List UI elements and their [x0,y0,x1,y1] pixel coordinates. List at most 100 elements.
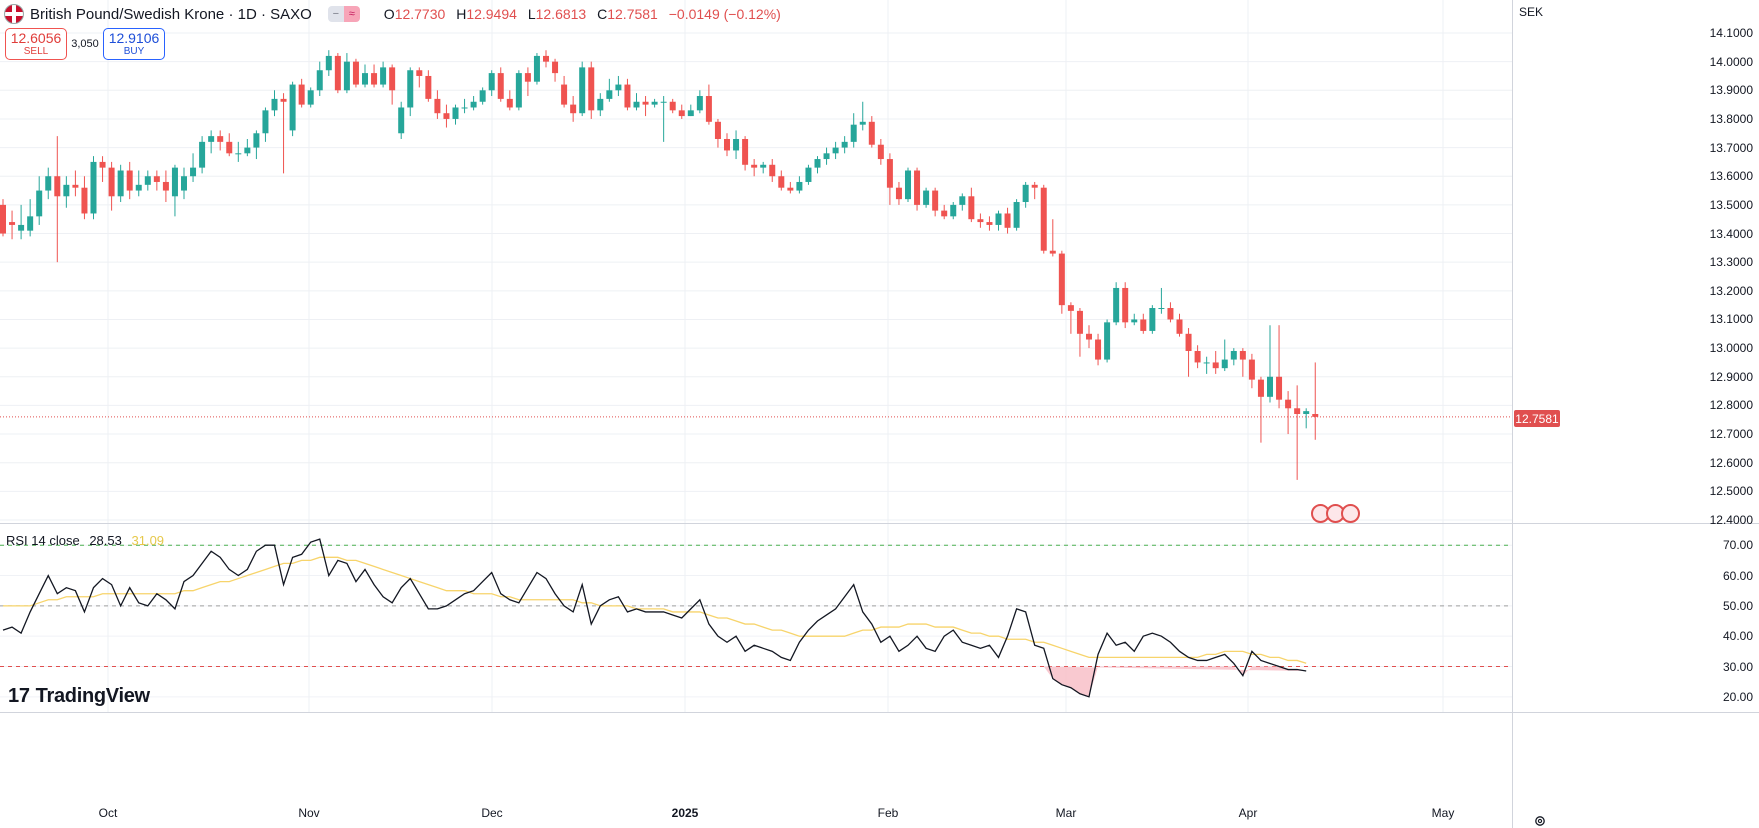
candle-body [642,101,649,105]
candle-body [515,73,522,108]
candle-body [54,176,61,197]
flag-icon [4,4,24,24]
candle-body [814,159,821,168]
candle-body [1022,184,1029,203]
candle-body [1194,350,1201,363]
candle-body [479,90,486,102]
buy-price: 12.9106 [108,30,160,46]
candle-body [714,121,721,139]
price-tick-label: 13.8000 [1709,111,1753,126]
candle-body [461,107,468,109]
candle-body [99,161,106,168]
candle-body [1104,322,1111,360]
candle-body [280,98,287,102]
candle-body [334,55,341,91]
candle-body [968,196,975,220]
price-tick-label: 13.3000 [1709,255,1753,270]
candle-body [1113,287,1120,323]
candle-body [986,222,993,225]
candle-body [506,98,513,108]
candle-body [624,84,631,108]
candle-body [470,101,477,108]
tradingview-logo[interactable]: 17 TradingView [8,685,150,708]
price-tick-label: 12.6000 [1709,455,1753,470]
candle-body [1086,333,1092,340]
buy-label: BUY [123,46,145,57]
candle-body [1076,310,1083,334]
sell-button[interactable]: 12.6056 SELL [5,28,67,60]
candle-body [117,170,124,197]
time-tick-label: Feb [877,806,899,820]
rsi-label: RSI 14 close [6,533,80,548]
logo-text: TradingView [35,685,150,707]
candle-body [1185,333,1192,351]
candle-body [570,104,577,114]
price-tick-label: 14.0000 [1709,54,1753,69]
candle-body [778,176,785,188]
candle-body [633,101,640,108]
candle-body [362,73,368,85]
candle-body [452,107,459,119]
candle-body [1230,350,1237,360]
candle-body [325,55,332,71]
candle-body [923,190,930,205]
candle-body [289,84,296,131]
candle-body [886,159,893,188]
candle-body [81,187,88,214]
candle-body [407,70,414,108]
close-value: 12.7581 [607,6,658,22]
candle-body [1131,319,1138,323]
wave-icon[interactable]: ≈ [343,6,360,22]
buy-button[interactable]: 12.9106 BUY [103,28,165,60]
indicator-toggle[interactable]: − ≈ [327,6,360,22]
candle-body [841,141,848,148]
candle-body [343,61,350,91]
open-value: 12.7730 [394,6,446,22]
candle-body [751,164,758,168]
event-markers[interactable] [1311,504,1360,523]
rsi-legend[interactable]: RSI 14 close 28.53 31.09 [6,533,164,548]
candle-body [199,141,206,168]
candle-body [144,176,151,185]
candle-body [262,110,269,134]
candle-body [705,96,712,122]
candle-body [606,90,613,99]
gear-icon[interactable] [1534,815,1546,827]
rsi-tick-label: 40.00 [1722,629,1753,644]
price-tick-label: 13.6000 [1709,169,1753,184]
candle-body [443,113,450,119]
candle-body [36,190,43,217]
candle-body [1095,339,1102,360]
candle-body [1167,308,1174,320]
time-tick-label: Apr [1238,806,1258,820]
trade-panel: 12.6056 SELL 3,050 12.9106 BUY [5,28,165,60]
candle-body [932,190,939,211]
candle-body [1312,414,1319,417]
event-icon[interactable] [1341,504,1360,523]
candle-body [533,55,540,82]
symbol-title[interactable]: British Pound/Swedish Krone · 1D · SAXO [30,5,312,23]
candle-body [1149,308,1156,331]
time-tick-label: 2025 [671,806,699,820]
high-value: 12.9494 [466,6,517,22]
currency-label[interactable]: SEK [1519,5,1544,19]
time-tick-label: Oct [98,806,118,820]
candle-body [171,167,178,197]
candle-body [579,67,586,114]
candle-body [135,184,142,191]
ohlc-readout: O12.7730 H12.9494 L12.6813 C12.7581 −0.0… [384,6,788,22]
candle-body [18,224,25,231]
candle-body [244,147,251,154]
candle-body [660,101,667,103]
candle-body [733,138,740,151]
time-tick-label: Dec [481,806,503,820]
candle-body [651,101,658,105]
candle-body [1248,359,1255,380]
candle-body [950,204,957,217]
candle-body [1067,305,1074,311]
time-tick-label: Nov [298,806,320,820]
candle-body [217,136,224,142]
collapse-icon[interactable]: − [327,6,344,22]
